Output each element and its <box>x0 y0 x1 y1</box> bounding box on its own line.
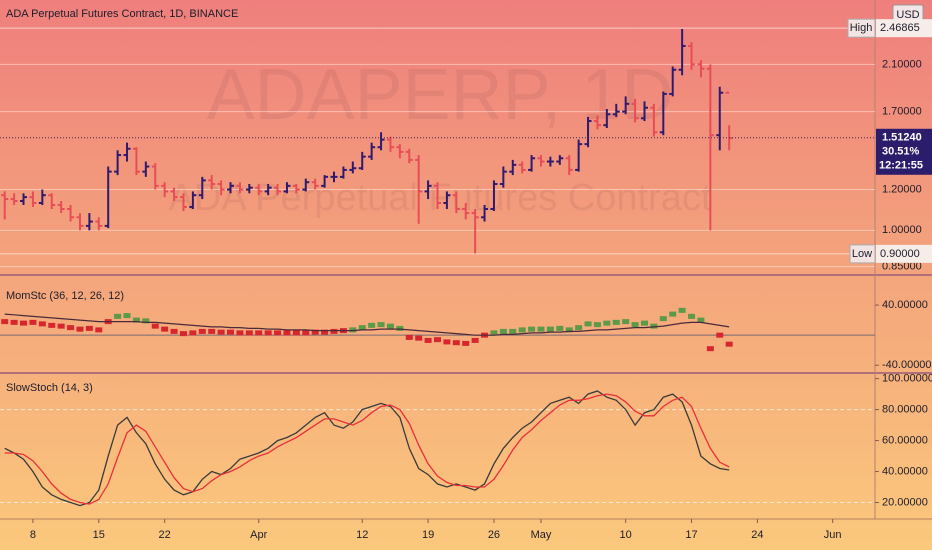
watermark-subtitle: ADA Perpetual Futures Contract <box>169 177 712 219</box>
high-label: High <box>850 22 873 34</box>
signal-line <box>4 313 730 336</box>
indicator-title: SlowStoch (14, 3) <box>6 382 93 394</box>
y-tick-label: 1.20000 <box>882 183 922 195</box>
y-tick-label: 20.00000 <box>882 496 928 508</box>
x-tick-label: 22 <box>159 529 171 541</box>
last-price: 1.51240 <box>882 132 922 144</box>
high-value-box <box>876 19 932 38</box>
price-change: 30.51% <box>882 146 920 158</box>
x-tick-label: Jun <box>824 529 842 541</box>
stoch-line <box>4 390 730 507</box>
bar-countdown: 12:21:55 <box>879 160 923 172</box>
x-tick-label: Apr <box>250 529 267 541</box>
x-tick-label: 12 <box>356 529 368 541</box>
x-tick-label: May <box>531 529 552 541</box>
high-label-box <box>847 18 876 38</box>
x-tick-label: 24 <box>751 529 763 541</box>
y-tick-label: 40.00000 <box>882 465 928 477</box>
high-value: 2.46865 <box>880 22 920 34</box>
x-tick-label: 17 <box>685 529 697 541</box>
low-label: Low <box>852 248 872 260</box>
chart-title: ADA Perpetual Futures Contract, 1D, BINA… <box>6 8 238 20</box>
x-tick-label: 15 <box>93 529 105 541</box>
low-label-box <box>849 244 876 264</box>
y-tick-label: 0.85000 <box>882 261 922 273</box>
y-tick-label: 1.70000 <box>882 106 922 118</box>
y-tick-label: 80.00000 <box>882 404 928 416</box>
currency[interactable]: USD <box>896 9 919 21</box>
low-value: 0.90000 <box>880 248 920 260</box>
low-value-box <box>876 244 932 263</box>
y-tick-label: 60.00000 <box>882 434 928 446</box>
stoch-line <box>4 393 730 505</box>
y-tick-label: -40.00000 <box>882 359 932 371</box>
watermark: ADAPERP, 1D <box>207 55 674 135</box>
indicator-title: MomStc (36, 12, 26, 12) <box>6 290 124 302</box>
x-tick-label: 19 <box>422 529 434 541</box>
y-tick-label: 1.00000 <box>882 224 922 236</box>
x-tick-label: 8 <box>30 529 36 541</box>
y-tick-label: 2.10000 <box>882 58 922 70</box>
y-tick-label: 40.00000 <box>882 299 928 311</box>
x-tick-label: 26 <box>488 529 500 541</box>
x-tick-label: 10 <box>620 529 632 541</box>
last-price-box <box>876 128 932 175</box>
y-tick-label: 100.00000 <box>882 373 932 385</box>
